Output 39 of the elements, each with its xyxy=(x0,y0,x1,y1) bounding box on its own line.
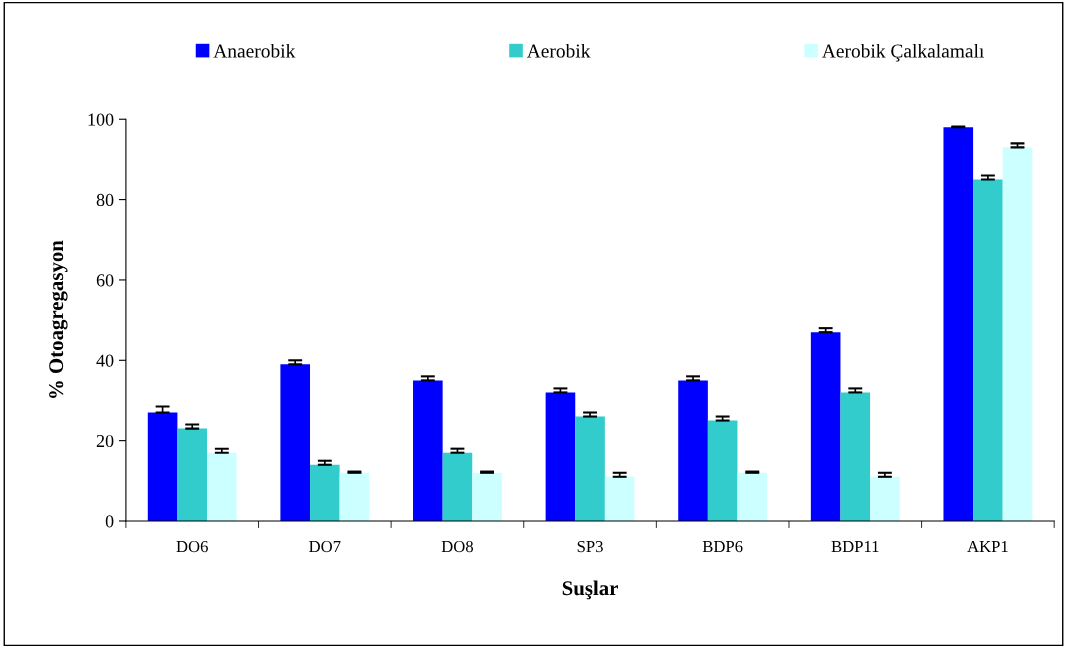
x-tick-label: DO6 xyxy=(176,540,208,553)
bar xyxy=(678,380,708,521)
bar xyxy=(177,428,208,521)
y-axis-title: % Otoagregasyon xyxy=(49,240,68,398)
bar xyxy=(575,416,605,521)
y-tick-label: 40 xyxy=(96,354,114,367)
bar xyxy=(840,392,871,521)
y-tick-label: 100 xyxy=(88,113,114,126)
bar xyxy=(472,472,502,521)
bar xyxy=(943,127,974,521)
x-axis-title: Suşlar xyxy=(562,580,618,600)
y-tick-label: 0 xyxy=(105,515,114,528)
bar xyxy=(207,452,237,521)
legend-label: Aerobik xyxy=(526,43,591,58)
bar xyxy=(737,472,768,521)
bar xyxy=(442,452,473,521)
bar xyxy=(310,464,340,521)
bar xyxy=(810,332,841,521)
bar xyxy=(545,392,576,521)
bar xyxy=(973,179,1003,521)
x-tick-label: BDP11 xyxy=(831,541,879,553)
x-tick-label: SP3 xyxy=(577,540,603,553)
bar xyxy=(870,476,900,521)
bar xyxy=(707,420,738,521)
x-tick-label: DO7 xyxy=(309,540,341,553)
bar xyxy=(1002,147,1033,521)
x-tick-label: DO8 xyxy=(441,540,474,553)
legend-label: Aerobik Çalkalamalı xyxy=(822,43,984,62)
x-tick-label: BDP6 xyxy=(702,540,743,553)
bar xyxy=(339,472,370,521)
bar xyxy=(604,476,635,521)
bar xyxy=(413,380,443,521)
y-tick-label: 20 xyxy=(96,434,114,448)
y-tick-label: 80 xyxy=(96,193,114,207)
x-tick-label: AKP1 xyxy=(967,541,1008,552)
bar xyxy=(147,412,178,521)
legend-label: Anaerobik xyxy=(213,43,296,58)
y-tick-label: 60 xyxy=(96,274,114,287)
bar xyxy=(280,364,311,521)
